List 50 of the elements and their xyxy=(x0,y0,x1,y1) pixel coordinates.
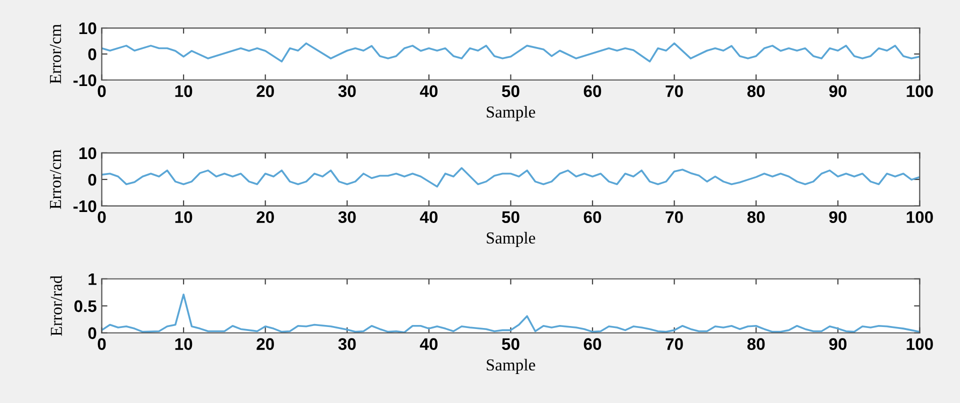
x-tick-label: 30 xyxy=(338,85,356,98)
x-tick-label: 90 xyxy=(829,211,846,224)
x-tick-label: 0 xyxy=(98,211,106,224)
x-tick-label: 100 xyxy=(906,211,933,224)
x-axis-title: Sample xyxy=(486,232,536,247)
line-series xyxy=(102,42,920,62)
x-tick-label: 60 xyxy=(584,85,602,98)
x-tick-label: 70 xyxy=(666,338,683,350)
x-tick-label: 0 xyxy=(98,85,106,98)
x-tick-label: 40 xyxy=(420,85,438,98)
x-tick-label: 80 xyxy=(747,211,765,224)
x-tick-label: 10 xyxy=(175,211,192,224)
y-tick-label: 0 xyxy=(88,174,96,186)
x-tick-label: 90 xyxy=(829,85,846,98)
x-tick-label: 20 xyxy=(256,338,274,350)
x-tick-label: 100 xyxy=(906,338,933,350)
x-axis-title: Sample xyxy=(486,358,536,374)
x-tick-label: 10 xyxy=(175,85,192,98)
y-axis-title: Error/rad xyxy=(50,276,62,336)
x-tick-label: 40 xyxy=(420,338,438,350)
x-tick-label: 80 xyxy=(747,85,765,98)
x-tick-label: 70 xyxy=(666,85,683,98)
y-tick-label: 0 xyxy=(88,48,96,60)
y-tick-label: -10 xyxy=(73,200,96,212)
x-tick-label: 20 xyxy=(256,211,274,224)
x-tick-label: 0 xyxy=(98,338,106,350)
x-tick-label: 50 xyxy=(502,211,520,224)
x-tick-label: 60 xyxy=(584,338,602,350)
x-tick-label: 70 xyxy=(666,211,683,224)
x-tick-label: 30 xyxy=(338,211,356,224)
y-axis-title: Error/cm xyxy=(50,24,62,84)
x-tick-label: 50 xyxy=(502,338,520,350)
y-axis-title: Error/cm xyxy=(50,150,62,210)
x-tick-label: 10 xyxy=(175,338,192,350)
x-tick-label: 90 xyxy=(829,338,846,350)
x-tick-label: 50 xyxy=(502,85,520,98)
x-tick-label: 30 xyxy=(338,338,356,350)
x-tick-label: 40 xyxy=(420,211,438,224)
y-tick-label: 0.5 xyxy=(74,300,96,312)
x-tick-label: 80 xyxy=(747,338,765,350)
x-tick-label: 100 xyxy=(906,85,933,98)
y-tick-label: -10 xyxy=(73,74,96,86)
y-tick-label: 10 xyxy=(79,22,96,34)
x-tick-label: 60 xyxy=(584,211,602,224)
y-tick-label: 1 xyxy=(88,273,96,285)
line-series xyxy=(102,167,920,188)
x-tick-label: 20 xyxy=(256,85,274,98)
y-tick-label: 10 xyxy=(79,147,96,160)
y-tick-label: 0 xyxy=(88,327,96,340)
x-axis-title: Sample xyxy=(486,106,536,122)
